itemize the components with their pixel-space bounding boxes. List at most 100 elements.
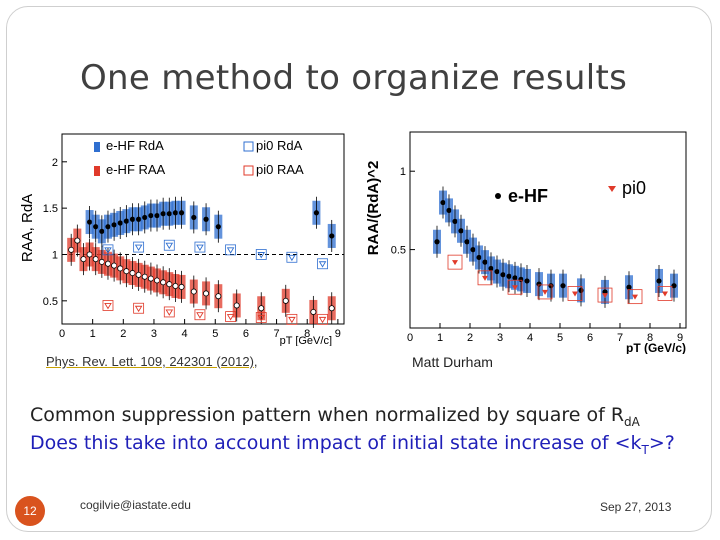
sys-box: [194, 241, 206, 253]
legend-label: pi0 RdA: [256, 138, 303, 153]
data-point: [134, 244, 143, 251]
author-email[interactable]: cogilvie@iastate.edu: [80, 498, 191, 512]
data-point: [258, 305, 265, 312]
x-axis-label: pT (GeV/c): [626, 341, 686, 354]
data-point: [452, 260, 458, 266]
legend-label: e-HF RdA: [106, 138, 164, 153]
body-line-2-text: Does this take into account impact of in…: [30, 432, 642, 454]
slide-number: 12: [15, 496, 45, 526]
data-point: [154, 277, 161, 284]
data-point: [602, 293, 608, 299]
x-tick-label: 1: [90, 328, 96, 340]
legend-swatch: [94, 166, 100, 176]
data-point: [470, 247, 476, 253]
data-point: [154, 212, 160, 219]
data-point: [257, 252, 266, 259]
data-point: [329, 233, 335, 239]
data-point: [178, 283, 185, 290]
x-tick-label: 8: [647, 332, 653, 344]
data-point: [190, 288, 197, 295]
x-tick-label: 6: [587, 332, 593, 344]
data-point: [134, 305, 143, 313]
data-point: [111, 222, 117, 228]
x-tick-label: 9: [335, 328, 341, 340]
data-point: [191, 214, 197, 221]
data-point: [632, 294, 638, 300]
data-point: [524, 278, 530, 284]
data-point: [233, 302, 240, 309]
right-chart: 0 1 2 3 4 5 6 7 8 9 0.5 1 RAA/(RdA)^2 pT (GeV/c) e-HF p…: [365, 131, 687, 354]
data-point: [117, 220, 123, 226]
data-point: [282, 297, 289, 304]
data-point: [482, 275, 488, 281]
data-point: [172, 282, 179, 289]
x-tick-label: 8: [304, 328, 310, 340]
legend-label: e-HF RAA: [106, 162, 166, 177]
data-point: [105, 224, 111, 230]
sys-box: [133, 302, 145, 314]
x-tick-label: 3: [497, 332, 503, 344]
data-point: [104, 303, 112, 310]
body-line-2-sub: T: [641, 442, 649, 457]
data-point: [226, 314, 235, 321]
data-point: [257, 315, 266, 322]
x-tick-label: 5: [212, 328, 218, 340]
sys-box: [255, 249, 267, 260]
data-point: [482, 259, 488, 265]
x-tick-label: 3: [151, 328, 157, 340]
slide-frame: [6, 6, 712, 532]
data-point: [458, 228, 464, 234]
sys-box: [537, 284, 553, 300]
data-point: [626, 284, 632, 290]
x-tick-label: 0: [407, 332, 413, 344]
data-point: [452, 218, 458, 224]
data-point: [166, 281, 173, 288]
sys-box: [133, 241, 145, 253]
data-point: [129, 270, 136, 277]
data-point: [178, 210, 185, 216]
data-point: [172, 210, 179, 216]
y-axis-label: RAA, RdA: [19, 194, 36, 262]
data-point: [662, 291, 668, 297]
data-point: [98, 258, 105, 265]
body-line-1: Common suppression pattern when normaliz…: [30, 404, 640, 429]
legend-swatch: [243, 165, 254, 176]
reference-link[interactable]: Phys. Rev. Lett. 109, 242301 (2012): [46, 354, 254, 369]
data-point: [123, 268, 130, 275]
data-point: [476, 254, 482, 261]
body-line-1-sub: dA: [624, 414, 640, 429]
sys-box: [447, 254, 463, 270]
x-tick-label: 1: [437, 332, 443, 344]
legend-swatch: [243, 141, 254, 152]
sys-box: [627, 289, 643, 305]
data-point: [434, 239, 440, 245]
y-axis-label: RAA/(RdA)^2: [365, 161, 382, 256]
data-point: [136, 216, 142, 222]
data-point: [111, 262, 118, 269]
data-point: [288, 316, 296, 324]
sys-box: [507, 279, 523, 295]
sys-box: [286, 313, 298, 325]
sys-box: [317, 313, 328, 325]
data-point: [488, 265, 494, 272]
sys-box: [255, 312, 267, 323]
x-tick-label: 2: [120, 328, 126, 340]
data-point: [318, 261, 327, 268]
x-tick-label: 5: [557, 332, 563, 344]
sys-box: [163, 239, 175, 251]
body-line-1-text: Common suppression pattern when normaliz…: [30, 404, 625, 426]
y-tick-label: 2: [52, 157, 58, 169]
data-point: [288, 254, 296, 262]
data-point: [160, 211, 166, 217]
data-point: [318, 316, 327, 324]
x-tick-label: 7: [274, 328, 280, 340]
y-tick-label: 0.5: [391, 245, 406, 257]
sys-box: [102, 300, 114, 311]
sys-box: [317, 258, 328, 270]
data-point: [148, 212, 154, 219]
data-point: [464, 239, 470, 245]
legend-label: e-HF: [508, 186, 548, 206]
data-point: [165, 309, 174, 316]
data-point: [512, 275, 518, 281]
data-point: [328, 305, 335, 312]
